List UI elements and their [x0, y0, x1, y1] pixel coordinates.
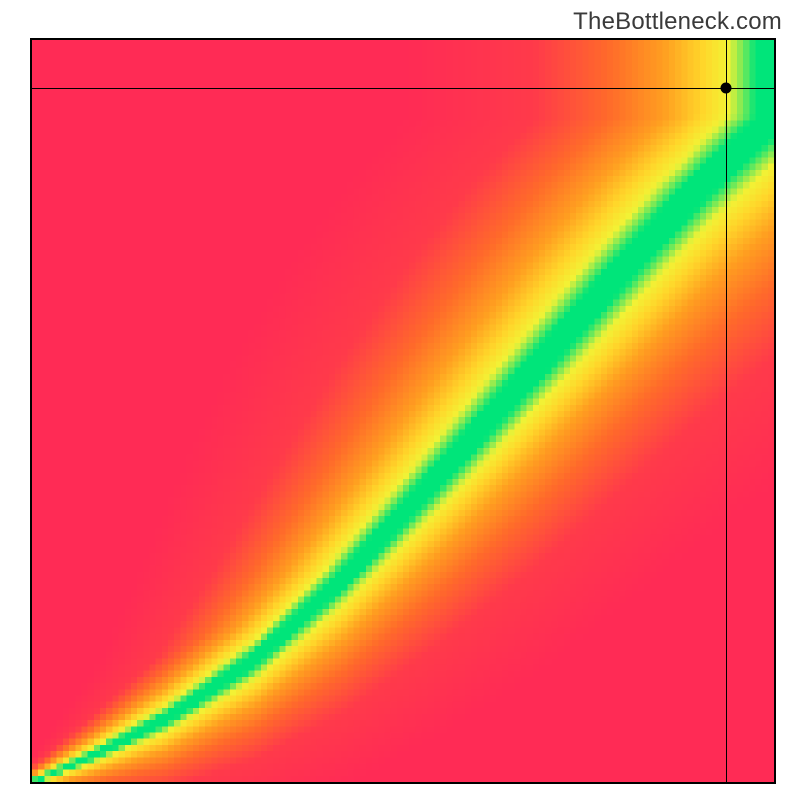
crosshair-horizontal — [32, 88, 774, 89]
crosshair-marker — [720, 83, 731, 94]
heatmap-canvas — [32, 40, 774, 782]
heatmap-plot-area — [30, 38, 776, 784]
root-container: TheBottleneck.com — [0, 0, 800, 800]
crosshair-vertical — [726, 40, 727, 782]
watermark-text: TheBottleneck.com — [573, 8, 782, 36]
